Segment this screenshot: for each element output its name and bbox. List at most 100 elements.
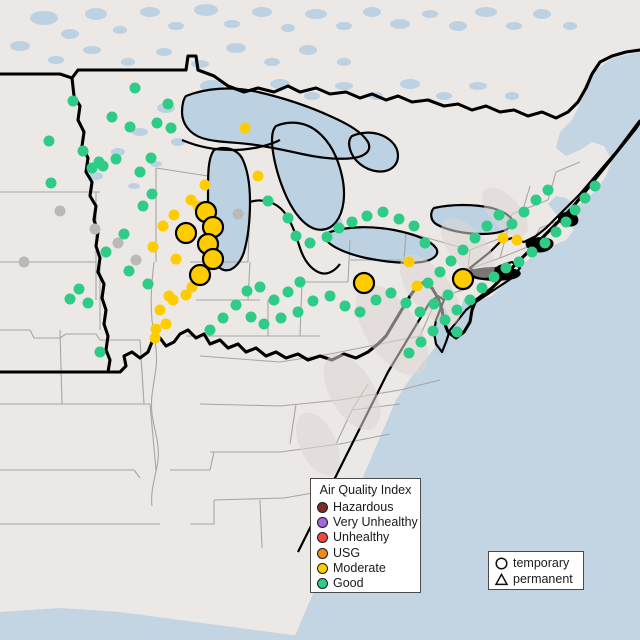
monitor-site-marker[interactable] <box>217 312 229 324</box>
monitor-site-marker[interactable] <box>304 237 316 249</box>
monitor-site-marker[interactable] <box>185 194 197 206</box>
monitor-site-marker[interactable] <box>393 213 405 225</box>
monitor-site-marker[interactable] <box>110 153 122 165</box>
monitor-site-marker[interactable] <box>445 255 457 267</box>
monitor-site-marker[interactable] <box>354 306 366 318</box>
monitor-site-marker[interactable] <box>254 281 266 293</box>
monitor-site-marker[interactable] <box>518 206 530 218</box>
monitor-site-marker[interactable] <box>408 220 420 232</box>
monitor-site-marker[interactable] <box>204 324 216 336</box>
monitor-site-marker[interactable] <box>469 232 481 244</box>
monitor-site-marker[interactable] <box>43 135 55 147</box>
monitor-site-marker[interactable] <box>147 241 159 253</box>
monitor-site-marker[interactable] <box>321 231 333 243</box>
aqi-legend-row[interactable]: Very Unhealthy <box>317 515 418 530</box>
monitor-site-marker[interactable] <box>419 237 431 249</box>
monitor-site-marker[interactable] <box>150 323 162 335</box>
monitor-site-marker[interactable] <box>451 304 463 316</box>
monitor-site-marker[interactable] <box>370 294 382 306</box>
monitor-site-marker[interactable] <box>464 294 476 306</box>
monitor-site-marker[interactable] <box>162 98 174 110</box>
monitor-site-marker[interactable] <box>403 256 415 268</box>
monitor-site-marker[interactable] <box>163 290 175 302</box>
monitor-site-marker[interactable] <box>18 256 30 268</box>
monitor-site-marker[interactable] <box>174 221 198 245</box>
monitor-site-marker[interactable] <box>112 237 124 249</box>
monitor-site-marker[interactable] <box>589 180 601 192</box>
monitor-site-marker[interactable] <box>361 210 373 222</box>
aqi-legend-row[interactable]: Moderate <box>317 561 414 576</box>
monitor-site-marker[interactable] <box>157 220 169 232</box>
monitor-site-marker[interactable] <box>146 188 158 200</box>
monitor-site-marker[interactable] <box>488 271 500 283</box>
monitor-site-marker[interactable] <box>530 194 542 206</box>
monitor-site-marker[interactable] <box>97 160 109 172</box>
monitor-site-marker[interactable] <box>560 216 572 228</box>
monitor-site-marker[interactable] <box>258 318 270 330</box>
monitor-site-marker[interactable] <box>400 297 412 309</box>
monitor-site-marker[interactable] <box>352 271 376 295</box>
monitor-site-marker[interactable] <box>67 95 79 107</box>
monitor-site-marker[interactable] <box>64 293 76 305</box>
monitor-site-marker[interactable] <box>151 117 163 129</box>
monitor-site-marker[interactable] <box>134 166 146 178</box>
monitor-site-marker[interactable] <box>282 286 294 298</box>
monitor-site-marker[interactable] <box>403 347 415 359</box>
monitor-site-marker[interactable] <box>385 287 397 299</box>
monitor-site-marker[interactable] <box>539 237 551 249</box>
monitor-site-marker[interactable] <box>346 216 358 228</box>
monitor-site-marker[interactable] <box>324 290 336 302</box>
monitor-site-marker[interactable] <box>245 311 257 323</box>
monitor-site-marker[interactable] <box>282 212 294 224</box>
monitor-site-marker[interactable] <box>439 314 451 326</box>
monitor-site-marker[interactable] <box>428 298 440 310</box>
monitor-site-marker[interactable] <box>493 209 505 221</box>
monitor-site-marker[interactable] <box>442 289 454 301</box>
monitor-site-marker[interactable] <box>137 200 149 212</box>
monitor-site-marker[interactable] <box>232 208 244 220</box>
monitor-site-marker[interactable] <box>94 346 106 358</box>
monitor-site-marker[interactable] <box>506 218 518 230</box>
monitor-site-marker[interactable] <box>377 206 389 218</box>
monitor-site-marker[interactable] <box>275 312 287 324</box>
monitor-site-marker[interactable] <box>451 267 475 291</box>
monitor-site-marker[interactable] <box>526 246 538 258</box>
monitor-site-marker[interactable] <box>118 228 130 240</box>
monitor-site-marker[interactable] <box>199 179 211 191</box>
monitor-site-marker[interactable] <box>457 244 469 256</box>
monitor-site-marker[interactable] <box>188 263 212 287</box>
monitor-site-marker[interactable] <box>451 326 463 338</box>
monitor-site-marker[interactable] <box>45 177 57 189</box>
monitor-site-marker[interactable] <box>292 306 304 318</box>
monitor-site-marker[interactable] <box>241 285 253 297</box>
monitor-site-marker[interactable] <box>82 297 94 309</box>
aqi-legend-row[interactable]: Hazardous <box>317 500 414 515</box>
monitor-site-marker[interactable] <box>411 280 423 292</box>
monitor-site-marker[interactable] <box>513 256 525 268</box>
monitor-site-marker[interactable] <box>422 277 434 289</box>
aqi-legend-row[interactable]: USG <box>317 546 414 561</box>
monitor-site-marker[interactable] <box>434 266 446 278</box>
monitor-site-marker[interactable] <box>542 184 554 196</box>
monitor-site-marker[interactable] <box>333 222 345 234</box>
monitor-site-marker[interactable] <box>124 121 136 133</box>
monitor-site-marker[interactable] <box>339 300 351 312</box>
monitor-site-marker[interactable] <box>268 294 280 306</box>
monitor-site-marker[interactable] <box>160 318 172 330</box>
monitor-site-marker[interactable] <box>73 283 85 295</box>
monitor-site-marker[interactable] <box>290 230 302 242</box>
monitor-site-marker[interactable] <box>100 246 112 258</box>
aqi-legend-row[interactable]: Unhealthy <box>317 530 414 545</box>
monitor-site-marker[interactable] <box>170 253 182 265</box>
monitor-site-marker[interactable] <box>500 262 512 274</box>
monitor-site-marker[interactable] <box>129 82 141 94</box>
monitor-site-marker[interactable] <box>262 195 274 207</box>
monitor-site-marker[interactable] <box>201 247 225 271</box>
monitor-site-marker[interactable] <box>54 205 66 217</box>
monitor-site-marker[interactable] <box>145 152 157 164</box>
monitor-site-marker[interactable] <box>77 145 89 157</box>
monitor-site-marker[interactable] <box>569 204 581 216</box>
monitor-site-marker[interactable] <box>252 170 264 182</box>
monitor-site-marker[interactable] <box>130 254 142 266</box>
monitor-site-marker[interactable] <box>123 265 135 277</box>
